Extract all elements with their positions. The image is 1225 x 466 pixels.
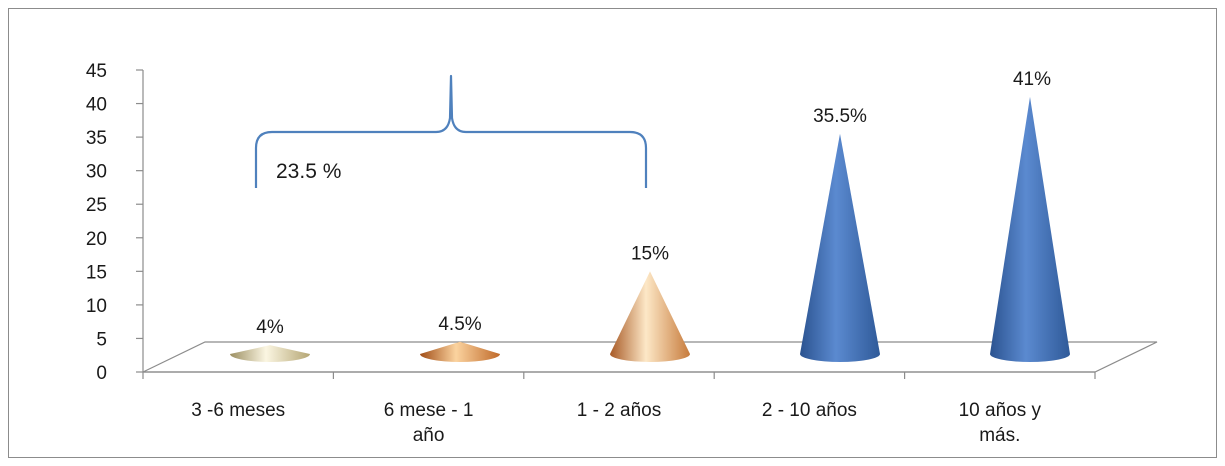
x-category-label: 3 -6 meses: [191, 400, 285, 421]
y-tick-label: 45: [86, 61, 107, 82]
y-tick-label: 25: [86, 195, 107, 216]
chart-marks: [230, 97, 1070, 362]
y-tick-label: 40: [86, 95, 107, 116]
cone-mark: [420, 342, 500, 362]
y-tick-label: 20: [86, 229, 107, 250]
y-axis: 0 5 10 15 20 25 30 35 40 45: [86, 61, 143, 384]
y-tick-label: 15: [86, 262, 107, 283]
brace-annotation-label: 23.5 %: [276, 160, 341, 183]
x-axis: 3 -6 meses 6 mese - 1 año 1 - 2 años 2 - 10 …: [143, 372, 1095, 446]
cone-mark: [230, 345, 310, 362]
x-category-label: 2 - 10 años: [762, 400, 857, 421]
y-tick-label: 0: [96, 363, 107, 384]
x-category-label: 10 años y más.: [959, 400, 1042, 446]
data-label: 4%: [256, 317, 284, 338]
data-label: 4.5%: [438, 314, 481, 335]
data-label: 15%: [631, 243, 669, 264]
cone-mark: [610, 271, 690, 362]
data-label: 41%: [1013, 69, 1051, 90]
x-category-label: 1 - 2 años: [577, 400, 662, 421]
x-category-label: 6 mese - 1 año: [384, 400, 474, 446]
cone-mark: [990, 97, 1070, 362]
cone-mark: [800, 134, 880, 362]
y-tick-label: 30: [86, 162, 107, 183]
data-label: 35.5%: [813, 106, 867, 127]
y-tick-label: 5: [96, 329, 107, 350]
y-tick-label: 10: [86, 296, 107, 317]
brace-annotation: 23.5 %: [256, 76, 646, 188]
y-tick-label: 35: [86, 128, 107, 149]
